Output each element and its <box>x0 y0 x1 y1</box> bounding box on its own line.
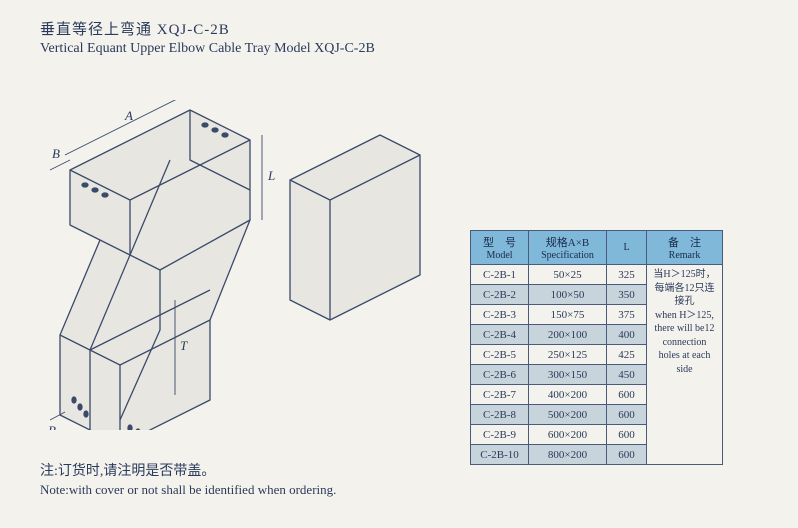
cell-model: C-2B-8 <box>471 405 529 425</box>
cell-l: 375 <box>607 305 647 325</box>
table-body: C-2B-1 50×25 325 当H＞125时，每端各12只连接孔when H… <box>471 265 723 465</box>
label-t: T <box>180 338 188 353</box>
cell-spec: 150×75 <box>529 305 607 325</box>
cell-l: 325 <box>607 265 647 285</box>
cover-block <box>290 135 420 320</box>
cell-spec: 800×200 <box>529 445 607 465</box>
title-block: 垂直等径上弯通 XQJ-C-2B Vertical Equant Upper E… <box>40 18 375 57</box>
footnote-cn: 注:订货时,请注明是否带盖。 <box>40 460 336 480</box>
table-header-row: 型 号 Model 规格A×B Specification L 备 注 Rema… <box>471 231 723 265</box>
cell-l: 400 <box>607 325 647 345</box>
tray-body <box>60 110 250 430</box>
footnote: 注:订货时,请注明是否带盖。 Note:with cover or not sh… <box>40 460 336 498</box>
spec-table: 型 号 Model 规格A×B Specification L 备 注 Rema… <box>470 230 723 465</box>
title-en: Vertical Equant Upper Elbow Cable Tray M… <box>40 41 375 57</box>
label-l: L <box>267 168 275 183</box>
cell-spec: 50×25 <box>529 265 607 285</box>
th-spec: 规格A×B Specification <box>529 231 607 265</box>
cell-spec: 200×100 <box>529 325 607 345</box>
cell-model: C-2B-4 <box>471 325 529 345</box>
cell-l: 600 <box>607 405 647 425</box>
cell-l: 600 <box>607 425 647 445</box>
cell-model: C-2B-5 <box>471 345 529 365</box>
cell-model: C-2B-1 <box>471 265 529 285</box>
cell-spec: 500×200 <box>529 405 607 425</box>
cell-model: C-2B-2 <box>471 285 529 305</box>
cell-model: C-2B-9 <box>471 425 529 445</box>
cell-model: C-2B-7 <box>471 385 529 405</box>
cell-spec: 300×150 <box>529 365 607 385</box>
cell-model: C-2B-10 <box>471 445 529 465</box>
cell-l: 600 <box>607 385 647 405</box>
product-diagram: A B L T B A <box>30 100 430 430</box>
label-a-top: A <box>124 108 133 123</box>
label-b-top: B <box>52 146 60 161</box>
cell-spec: 400×200 <box>529 385 607 405</box>
cell-l: 350 <box>607 285 647 305</box>
th-model: 型 号 Model <box>471 231 529 265</box>
cell-model: C-2B-3 <box>471 305 529 325</box>
cell-spec: 100×50 <box>529 285 607 305</box>
label-b-bot: B <box>48 423 56 430</box>
cell-l: 450 <box>607 365 647 385</box>
title-cn: 垂直等径上弯通 XQJ-C-2B <box>40 18 375 39</box>
cell-spec: 600×200 <box>529 425 607 445</box>
cell-spec: 250×125 <box>529 345 607 365</box>
cell-l: 425 <box>607 345 647 365</box>
footnote-en: Note:with cover or not shall be identifi… <box>40 482 336 498</box>
cell-remark: 当H＞125时，每端各12只连接孔when H＞125, there will … <box>647 265 723 465</box>
table-row: C-2B-1 50×25 325 当H＞125时，每端各12只连接孔when H… <box>471 265 723 285</box>
th-l: L <box>607 231 647 265</box>
th-remark: 备 注 Remark <box>647 231 723 265</box>
cell-model: C-2B-6 <box>471 365 529 385</box>
cell-l: 600 <box>607 445 647 465</box>
